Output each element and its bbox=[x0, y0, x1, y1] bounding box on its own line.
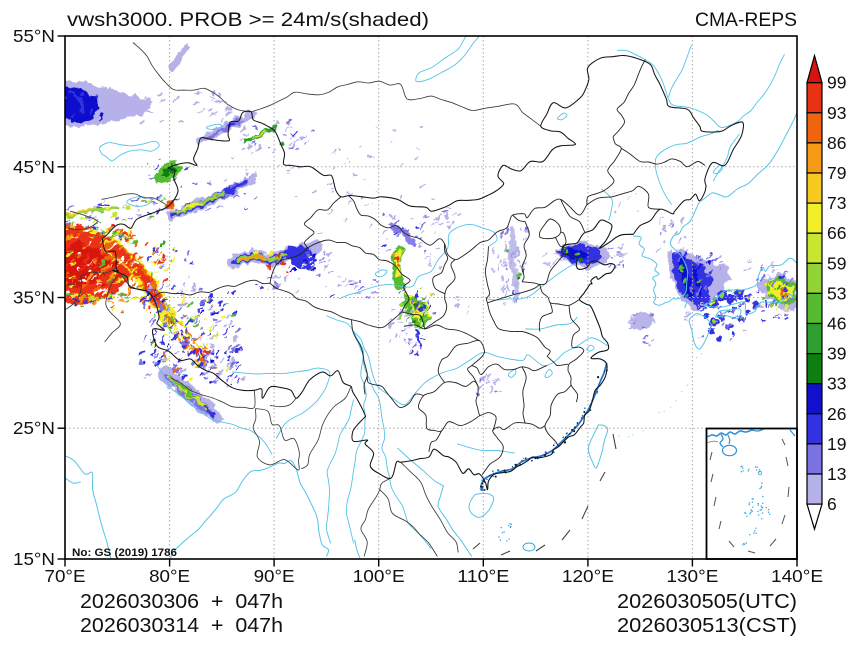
svg-text:2026030314 + 047h: 2026030314 + 047h bbox=[80, 615, 283, 637]
svg-text:13: 13 bbox=[827, 464, 846, 484]
svg-text:120°E: 120°E bbox=[562, 566, 614, 586]
svg-text:vwsh3000. PROB >= 24m/s(shaded: vwsh3000. PROB >= 24m/s(shaded) bbox=[67, 9, 429, 31]
svg-text:55°N: 55°N bbox=[13, 26, 55, 46]
svg-text:86: 86 bbox=[827, 133, 846, 153]
svg-text:93: 93 bbox=[827, 103, 846, 123]
svg-text:2026030505(UTC): 2026030505(UTC) bbox=[617, 591, 797, 613]
svg-text:99: 99 bbox=[827, 73, 846, 93]
svg-text:33: 33 bbox=[827, 374, 846, 394]
svg-text:6: 6 bbox=[827, 494, 837, 514]
svg-text:2026030513(CST): 2026030513(CST) bbox=[617, 615, 797, 637]
svg-text:45°N: 45°N bbox=[13, 157, 55, 177]
svg-text:No: GS (2019) 1786: No: GS (2019) 1786 bbox=[72, 547, 177, 559]
svg-text:2026030306 + 047h: 2026030306 + 047h bbox=[80, 591, 283, 613]
svg-text:15°N: 15°N bbox=[13, 549, 55, 569]
svg-text:80°E: 80°E bbox=[149, 566, 190, 586]
svg-text:35°N: 35°N bbox=[13, 288, 55, 308]
svg-text:140°E: 140°E bbox=[771, 566, 823, 586]
svg-text:79: 79 bbox=[827, 163, 846, 183]
svg-text:39: 39 bbox=[827, 344, 846, 364]
svg-text:CMA-REPS: CMA-REPS bbox=[695, 9, 797, 31]
svg-text:73: 73 bbox=[827, 193, 846, 213]
svg-text:25°N: 25°N bbox=[13, 418, 55, 438]
svg-text:130°E: 130°E bbox=[666, 566, 718, 586]
svg-text:66: 66 bbox=[827, 223, 846, 243]
svg-text:19: 19 bbox=[827, 434, 846, 454]
svg-text:110°E: 110°E bbox=[457, 566, 509, 586]
svg-text:70°E: 70°E bbox=[45, 566, 86, 586]
svg-text:26: 26 bbox=[827, 404, 846, 424]
svg-text:46: 46 bbox=[827, 314, 846, 334]
svg-text:53: 53 bbox=[827, 283, 846, 303]
svg-text:59: 59 bbox=[827, 253, 846, 273]
svg-text:100°E: 100°E bbox=[353, 566, 405, 586]
svg-text:90°E: 90°E bbox=[254, 566, 295, 586]
